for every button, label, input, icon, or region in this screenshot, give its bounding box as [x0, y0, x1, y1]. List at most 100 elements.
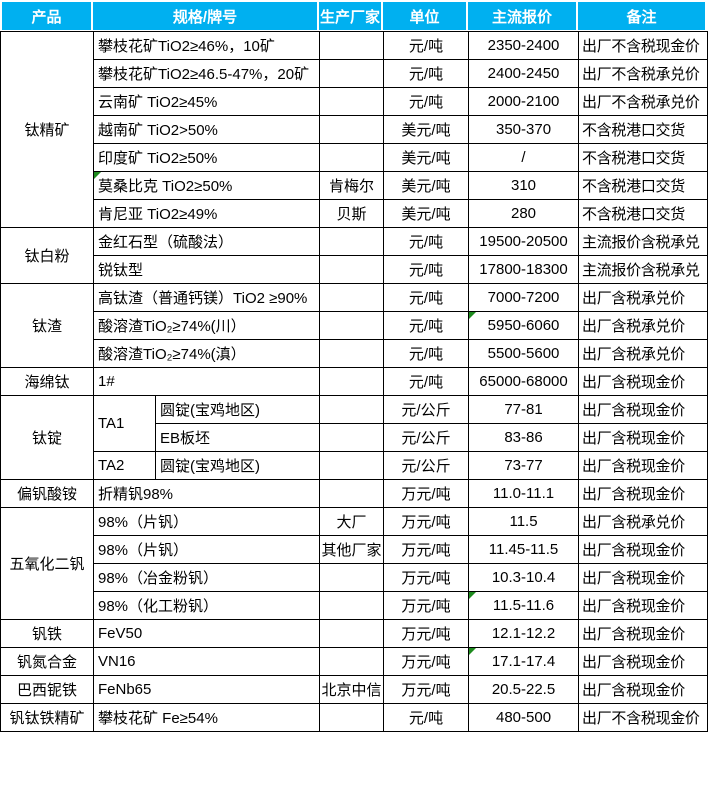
price-cell: 10.3-10.4: [468, 563, 580, 592]
product-group-cell: 钛白粉: [0, 227, 94, 284]
spec-cell: 莫桑比克 TiO2≥50%: [92, 171, 321, 200]
spec-cell: 攀枝花矿 Fe≥54%: [92, 703, 321, 732]
unit-cell: 万元/吨: [383, 675, 470, 704]
col-header-note: 备注: [578, 2, 707, 30]
product-group-cell: 钛渣: [0, 283, 94, 368]
manufacturer-cell: [319, 31, 385, 60]
unit-cell: 美元/吨: [383, 115, 470, 144]
note-cell: 出厂不含税承兑价: [578, 87, 708, 116]
unit-cell: 美元/吨: [383, 143, 470, 172]
price-cell: 5500-5600: [468, 339, 580, 368]
note-cell: 不含税港口交货: [578, 199, 708, 228]
unit-cell: 万元/吨: [383, 479, 470, 508]
table-row: 98%（片钒） 其他厂家 万元/吨 11.45-11.5 出厂含税现金价: [1, 535, 708, 564]
table-row: 印度矿 TiO2≥50% 美元/吨 / 不含税港口交货: [1, 143, 708, 172]
unit-cell: 元/吨: [383, 283, 470, 312]
manufacturer-cell: [319, 283, 385, 312]
product-group-cell: 偏钒酸铵: [0, 479, 94, 508]
price-cell: 17.1-17.4: [468, 647, 580, 676]
price-cell: 11.45-11.5: [468, 535, 580, 564]
table-row: 钒钛铁精矿 攀枝花矿 Fe≥54% 元/吨 480-500 出厂不含税现金价: [0, 703, 708, 732]
price-text: 17.1-17.4: [491, 653, 556, 670]
table-row: 偏钒酸铵 折精钒98% 万元/吨 11.0-11.1 出厂含税现金价: [0, 479, 708, 508]
manufacturer-cell: [319, 423, 385, 452]
table-row: 酸溶渣TiO₂≥74%(川） 元/吨 5950-6060 出厂含税承兑价: [1, 311, 708, 340]
note-cell: 出厂含税现金价: [578, 367, 708, 396]
table-header-row: 产品 规格/牌号 生产厂家 单位 主流报价 备注: [0, 0, 707, 30]
note-cell: 不含税港口交货: [578, 171, 708, 200]
note-cell: 主流报价含税承兑: [578, 227, 708, 256]
spec-cell: 98%（片钒）: [92, 535, 321, 564]
excel-error-flag-icon: [469, 592, 477, 599]
unit-cell: 元/吨: [383, 227, 470, 256]
unit-cell: 元/公斤: [383, 423, 470, 452]
manufacturer-cell: [319, 115, 385, 144]
price-cell: 2000-2100: [468, 87, 580, 116]
excel-error-flag-icon: [94, 172, 101, 179]
manufacturer-cell: [319, 311, 385, 340]
note-cell: 出厂含税承兑价: [578, 283, 708, 312]
unit-cell: 元/吨: [383, 59, 470, 88]
spec-cell: 酸溶渣TiO₂≥74%(川）: [92, 311, 321, 340]
unit-cell: 元/吨: [383, 339, 470, 368]
unit-cell: 万元/吨: [383, 591, 470, 620]
table-row: 肯尼亚 TiO2≥49% 贝斯 美元/吨 280 不含税港口交货: [1, 199, 708, 228]
note-cell: 出厂含税现金价: [578, 619, 708, 648]
table-row: 云南矿 TiO2≥45% 元/吨 2000-2100 出厂不含税承兑价: [1, 87, 708, 116]
table-row: 钒铁 FeV50 万元/吨 12.1-12.2 出厂含税现金价: [0, 619, 708, 648]
table-row: 巴西铌铁 FeNb65 北京中信 万元/吨 20.5-22.5 出厂含税现金价: [0, 675, 708, 704]
price-text: 11.5-11.6: [492, 597, 555, 614]
product-group-cell: 钛锭: [0, 395, 94, 480]
spec-cell: 98%（化工粉钒）: [92, 591, 321, 620]
price-cell: 77-81: [468, 395, 580, 424]
unit-cell: 万元/吨: [383, 647, 470, 676]
note-cell: 出厂含税承兑价: [578, 339, 708, 368]
unit-cell: 元/吨: [383, 703, 470, 732]
price-cell: 2400-2450: [468, 59, 580, 88]
price-cell: 2350-2400: [468, 31, 580, 60]
note-cell: 出厂含税承兑价: [578, 507, 708, 536]
price-cell: 12.1-12.2: [468, 619, 580, 648]
table-row: 98%（化工粉钒） 万元/吨 11.5-11.6 出厂含税现金价: [1, 591, 708, 620]
spec-cell: 高钛渣（普通钙镁）TiO2 ≥90%: [92, 283, 321, 312]
table-row: 钛锭 TA1 圆锭(宝鸡地区) 元/公斤 77-81 出厂含税现金价: [0, 395, 708, 480]
table-row: 酸溶渣TiO₂≥74%(滇） 元/吨 5500-5600 出厂含税承兑价: [1, 339, 708, 368]
price-table: 钛精矿 攀枝花矿TiO2≥46%，10矿 元/吨 2350-2400 出厂不含税…: [0, 31, 708, 732]
note-cell: 出厂含税现金价: [578, 591, 708, 620]
price-cell: 480-500: [468, 703, 580, 732]
table-row: 钒氮合金 VN16 万元/吨 17.1-17.4 出厂含税现金价: [0, 647, 708, 676]
spec-cell: 云南矿 TiO2≥45%: [92, 87, 321, 116]
spec-cell: 98%（冶金粉钒）: [92, 563, 321, 592]
spec-cell: 圆锭(宝鸡地区): [154, 395, 321, 424]
unit-cell: 美元/吨: [383, 199, 470, 228]
manufacturer-cell: 其他厂家: [319, 535, 385, 564]
manufacturer-cell: [319, 647, 385, 676]
note-cell: 出厂含税现金价: [578, 563, 708, 592]
spec-cell: 锐钛型: [92, 255, 321, 284]
spec-text: 莫桑比克 TiO2≥50%: [98, 178, 233, 195]
unit-cell: 万元/吨: [383, 535, 470, 564]
table-row: 海绵钛 1# 元/吨 65000-68000 出厂含税现金价: [0, 367, 708, 396]
spec-cell: 金红石型（硫酸法）: [92, 227, 321, 256]
price-cell: /: [468, 143, 580, 172]
price-text: 5950-6060: [487, 317, 560, 334]
col-header-spec: 规格/牌号: [93, 2, 319, 30]
note-cell: 不含税港口交货: [578, 143, 708, 172]
note-cell: 主流报价含税承兑: [578, 255, 708, 284]
product-group-cell: 钒钛铁精矿: [0, 703, 94, 732]
spec-cell: FeNb65: [92, 675, 321, 704]
unit-cell: 元/公斤: [383, 451, 470, 480]
spec-cell: VN16: [92, 647, 321, 676]
note-cell: 出厂含税现金价: [578, 647, 708, 676]
note-cell: 出厂含税现金价: [578, 451, 708, 480]
manufacturer-cell: [319, 703, 385, 732]
excel-error-flag-icon: [469, 648, 477, 655]
price-cell: 83-86: [468, 423, 580, 452]
table-row: 锐钛型 元/吨 17800-18300 主流报价含税承兑: [1, 255, 708, 284]
product-group-cell: 巴西铌铁: [0, 675, 94, 704]
unit-cell: 万元/吨: [383, 619, 470, 648]
manufacturer-cell: [319, 255, 385, 284]
note-cell: 出厂含税现金价: [578, 479, 708, 508]
col-header-product: 产品: [0, 2, 93, 30]
